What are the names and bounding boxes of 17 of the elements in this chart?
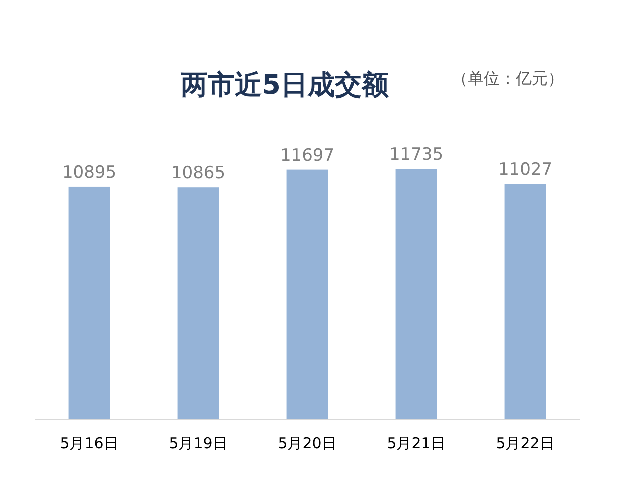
bar	[178, 188, 220, 420]
x-tick-label: 5月20日	[278, 434, 337, 453]
chart-title: 两市近5日成交额	[180, 70, 390, 101]
data-label: 11027	[498, 160, 553, 180]
data-label: 11697	[280, 146, 335, 166]
bar	[286, 170, 328, 420]
x-tick-label: 5月16日	[60, 434, 119, 453]
x-tick-label: 5月21日	[387, 434, 446, 453]
bar	[396, 169, 438, 420]
bar	[68, 186, 110, 420]
x-tick-label: 5月22日	[496, 434, 555, 453]
data-label: 10895	[62, 162, 117, 183]
bar	[504, 184, 546, 420]
data-label: 10865	[171, 164, 226, 184]
data-label: 11735	[389, 145, 444, 165]
x-tick-label: 5月19日	[169, 434, 228, 453]
chart-subtitle: （单位：亿元）	[452, 69, 564, 88]
